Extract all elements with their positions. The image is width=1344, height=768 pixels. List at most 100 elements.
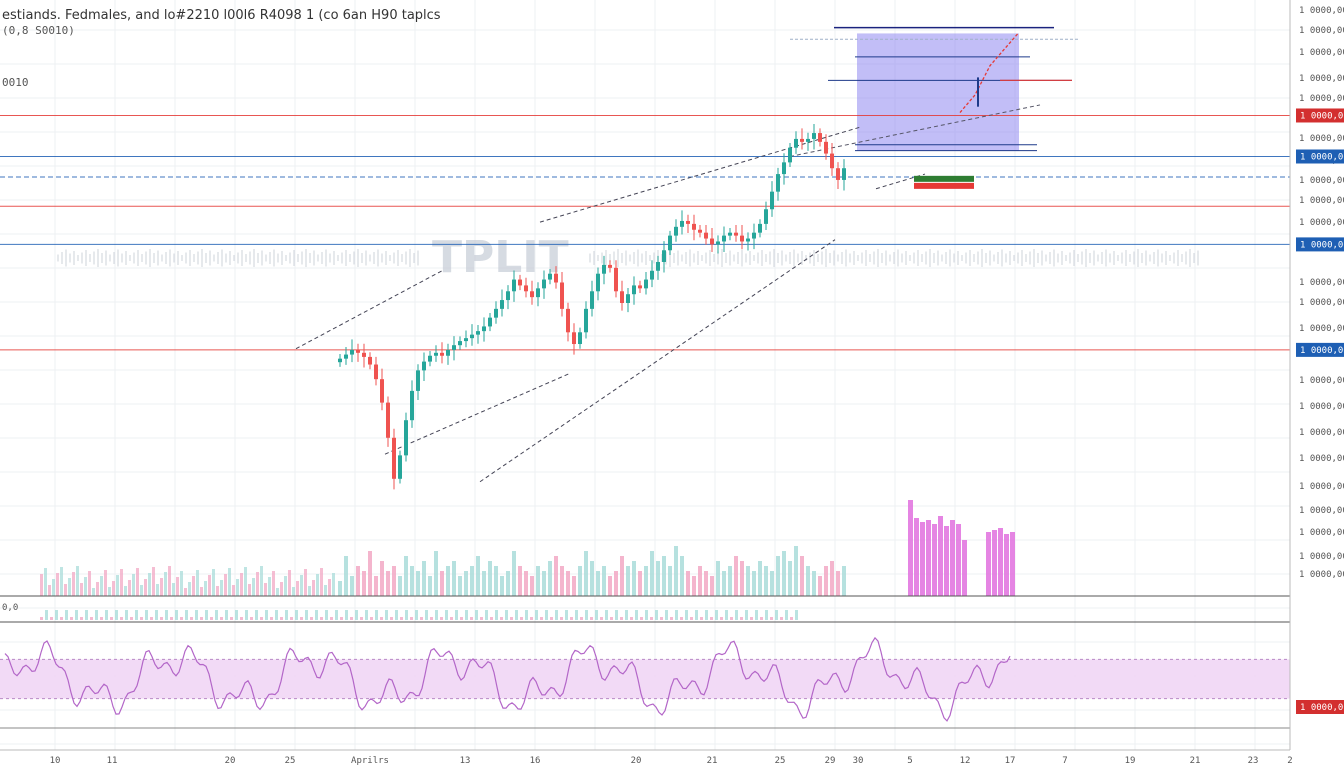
volume-bar [362, 571, 366, 596]
sub-volume-bar [190, 617, 193, 620]
candle-body [812, 133, 816, 139]
candle-body [788, 147, 792, 163]
candle-body [446, 349, 450, 356]
volume-bar [602, 566, 606, 596]
volume-bar [416, 571, 420, 596]
y-tick-label: 1 0000,0000 [1299, 454, 1344, 464]
candle-body [512, 279, 516, 292]
candle-body [644, 279, 648, 289]
sub-volume-bar [295, 610, 298, 620]
sub-volume-bar [200, 617, 203, 620]
sub-volume-bar [685, 610, 688, 620]
sub-volume-bar [645, 610, 648, 620]
volume-bar [196, 570, 199, 596]
candle-body [338, 358, 342, 363]
x-tick-label: 20 [225, 756, 236, 766]
candle-body [674, 226, 678, 236]
sub-volume-bar [740, 617, 743, 620]
candle-body [386, 402, 390, 438]
sub-volume-bar [755, 610, 758, 620]
candle-body [734, 232, 738, 236]
volume-bar [84, 577, 87, 596]
x-tick-label: 21 [707, 756, 718, 766]
y-tick-label: 1 0000,0000 [1299, 94, 1344, 104]
x-tick-label: 10 [50, 756, 61, 766]
channel-upper-2 [539, 126, 861, 223]
sub-volume-bar [345, 610, 348, 620]
price-tag-box [1296, 108, 1344, 123]
volume-highlight-bar [992, 530, 997, 596]
candle-body [824, 141, 828, 154]
sub-volume-bar [715, 610, 718, 620]
volume-highlight-bar [956, 524, 961, 596]
volume-bar [824, 566, 828, 596]
candle-body [716, 241, 720, 245]
sub-volume-bar [490, 617, 493, 620]
sub-volume-bar [750, 617, 753, 620]
volume-bar [518, 566, 522, 596]
candle-body [584, 308, 588, 333]
y-tick-label: 1 0000,0000 [1299, 428, 1344, 438]
candle-body [344, 354, 348, 359]
volume-bar [674, 546, 678, 596]
volume-bar [296, 581, 299, 596]
candle-body [776, 174, 780, 192]
volume-bar [268, 577, 271, 596]
sub-volume-bar [300, 617, 303, 620]
sub-volume-bar [100, 617, 103, 620]
volume-bar [434, 551, 438, 596]
volume-bar [686, 571, 690, 596]
y-tick-label: 1 0000,0000 [1299, 26, 1344, 36]
sub-volume-bar [215, 610, 218, 620]
sub-volume-bar [390, 617, 393, 620]
volume-bar [650, 551, 654, 596]
sub-volume-bar [255, 610, 258, 620]
candle-body [638, 285, 642, 289]
volume-bar [620, 556, 624, 596]
sub-volume-bar [325, 610, 328, 620]
volume-bar [704, 571, 708, 596]
volume-bar [228, 568, 231, 596]
sub-volume-bar [570, 617, 573, 620]
volume-bar [398, 576, 402, 596]
volume-bar [216, 586, 219, 596]
volume-bar [506, 571, 510, 596]
volume-bar [112, 581, 115, 596]
candle-body [764, 209, 768, 224]
candle-body [608, 264, 612, 268]
candle-body [422, 361, 426, 371]
sub-volume-bar [565, 610, 568, 620]
sub-volume-bar [770, 617, 773, 620]
volume-bar [338, 581, 342, 596]
volume-bar [566, 571, 570, 596]
sub-volume-bar [320, 617, 323, 620]
volume-bar [232, 585, 235, 596]
volume-bar [292, 587, 295, 596]
price-tag-red: 1 0000,00 [1296, 108, 1344, 123]
volume-highlight-bar [932, 524, 937, 596]
candle-body [602, 264, 606, 274]
sub-volume-bar [455, 610, 458, 620]
volume-bar [304, 569, 307, 596]
volume-bar [374, 576, 378, 596]
volume-bar [200, 587, 203, 596]
sub-volume-bar [115, 610, 118, 620]
sub-volume-bar [690, 617, 693, 620]
sub-volume-bar [130, 617, 133, 620]
candle-body [620, 291, 624, 303]
sub-volume-bar [415, 610, 418, 620]
volume-bar [344, 556, 348, 596]
sub-volume-bar [230, 617, 233, 620]
sub-volume-bar [630, 617, 633, 620]
sub-volume-bar [410, 617, 413, 620]
sub-volume-bar [95, 610, 98, 620]
candle-body [596, 273, 600, 292]
volume-bar [584, 551, 588, 596]
candle-body [350, 349, 354, 355]
candle-body [488, 317, 492, 327]
y-tick-label: 1 0000,0000 [1299, 552, 1344, 562]
volume-bar [156, 584, 159, 596]
sub-volume-bar [260, 617, 263, 620]
x-tick-label: 11 [107, 756, 118, 766]
